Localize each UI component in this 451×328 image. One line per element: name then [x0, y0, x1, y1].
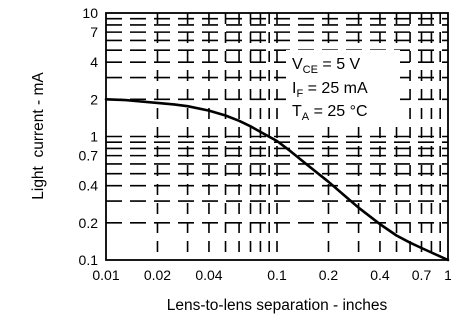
y-tick-label: 0.4 [79, 178, 99, 194]
plot-frame [105, 12, 449, 261]
annotation-text: IF = 25 mA [292, 80, 368, 100]
x-tick-label: 0.4 [370, 267, 390, 283]
x-tick-label: 0.1 [267, 267, 287, 283]
series-line-0 [104, 98, 450, 262]
y-tick-label: 0.7 [79, 148, 99, 164]
x-tick-label: 0.2 [319, 267, 339, 283]
curve-layer [104, 98, 450, 262]
y-tick-label: 0.2 [79, 215, 99, 231]
axis-layer [105, 12, 449, 261]
x-tick-label: 0.04 [195, 267, 222, 283]
label-layer: 0.1 0.2 0.4 0.7 1 2 4 7 10 0.01 0.02 0.04 0.1 0.2 0.4 0… [30, 5, 451, 314]
y-tick-label: 4 [90, 54, 98, 70]
y-axis-title: Light current - mA [30, 72, 47, 200]
x-tick-label: 0.02 [144, 267, 171, 283]
y-tick-label: 10 [82, 5, 98, 21]
x-tick-label: 0.01 [92, 267, 119, 283]
y-tick-label: 7 [90, 24, 98, 40]
x-axis-title: Lens-to-lens separation - inches [167, 297, 388, 314]
annotation-layer: VCE = 5 V IF = 25 mA TA = 25 °C [286, 50, 400, 125]
y-tick-label: 0.1 [79, 252, 99, 268]
annotation-text: TA = 25 °C [292, 103, 368, 123]
annotation-text: VCE = 5 V [292, 56, 361, 76]
x-tick-label: 1 [444, 267, 451, 283]
annotation-background [286, 50, 400, 125]
y-tick-label: 2 [90, 91, 98, 107]
y-tick-label: 1 [90, 129, 98, 145]
x-tick-label: 0.7 [412, 267, 432, 283]
